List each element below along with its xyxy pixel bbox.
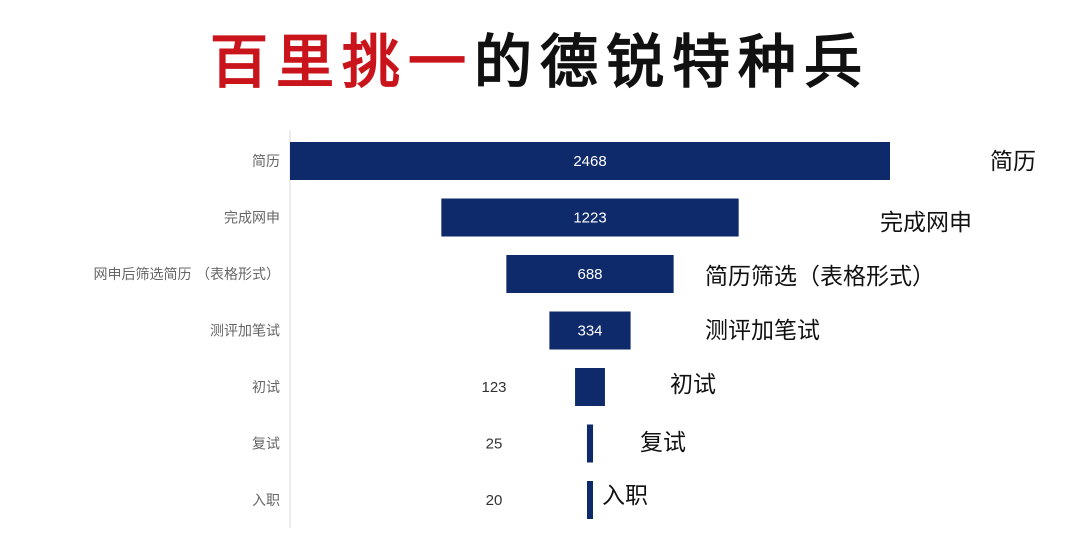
value-label: 1223 — [573, 210, 606, 227]
stage-annotation: 测评加笔试 — [705, 318, 820, 344]
value-label: 2468 — [573, 153, 606, 170]
funnel-bar — [290, 142, 890, 180]
funnel-bar — [441, 198, 739, 237]
category-label: 测评加笔试 — [210, 324, 280, 340]
value-label: 20 — [486, 492, 503, 509]
funnel-bar — [506, 255, 674, 293]
stage-annotation: 复试 — [640, 430, 686, 456]
stage-annotation: 简历 — [990, 149, 1036, 175]
funnel-bar — [575, 368, 605, 406]
category-label: 简历 — [252, 153, 280, 170]
value-label: 688 — [577, 266, 602, 283]
funnel-bar — [549, 311, 631, 350]
category-label: 完成网申 — [224, 211, 280, 227]
stage-annotation: 初试 — [670, 372, 716, 398]
category-label: 网申后筛选简历 （表格形式） — [94, 266, 280, 283]
category-label: 初试 — [252, 379, 280, 396]
category-label: 复试 — [252, 436, 280, 453]
value-label: 25 — [486, 436, 503, 453]
title-rest: 的德锐特种兵 — [474, 28, 871, 96]
title-highlight: 百里挑一 — [209, 28, 474, 96]
chart-title: 百里挑一的德锐特种兵 — [0, 22, 1080, 102]
funnel-bar — [587, 481, 593, 519]
stage-annotation: 完成网申 — [880, 210, 972, 236]
stage-annotation: 简历筛选（表格形式） — [705, 264, 935, 290]
funnel-bar — [586, 424, 594, 463]
category-label: 入职 — [252, 493, 280, 509]
value-label: 334 — [577, 323, 602, 340]
stage-annotation: 入职 — [602, 483, 648, 509]
value-label: 123 — [481, 379, 506, 396]
